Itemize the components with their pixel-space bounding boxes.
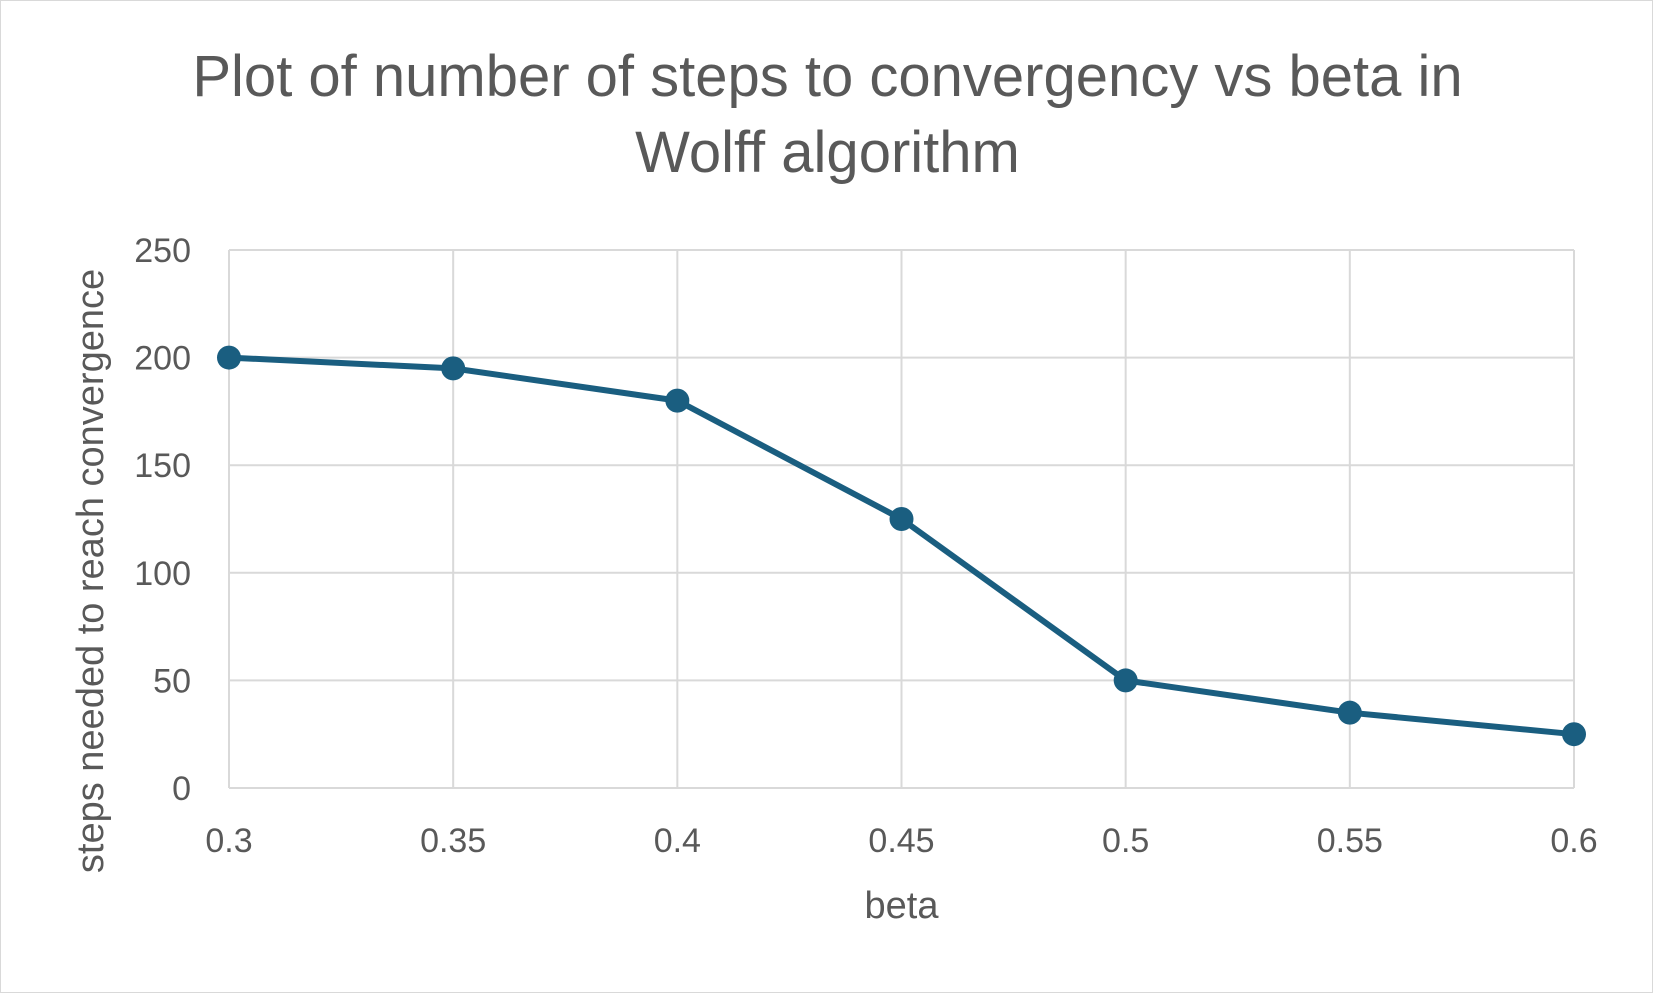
y-tick-label: 250 — [134, 232, 191, 270]
data-point — [217, 345, 241, 370]
data-point — [441, 356, 466, 381]
chart-title: Plot of number of steps to convergency v… — [192, 44, 1463, 185]
data-point — [1113, 668, 1138, 693]
data-point — [665, 388, 690, 413]
data-point — [1562, 722, 1586, 747]
x-axis-tick-labels: 0.3 0.35 0.4 0.45 0.5 0.55 0.6 — [205, 822, 1597, 860]
x-tick-label: 0.55 — [1317, 822, 1383, 860]
series-group — [217, 345, 1586, 747]
x-axis-title: beta — [865, 885, 940, 927]
y-tick-label: 50 — [153, 662, 191, 700]
x-tick-label: 0.45 — [868, 822, 934, 860]
x-tick-label: 0.5 — [1102, 822, 1149, 860]
x-tick-label: 0.35 — [420, 822, 486, 860]
y-tick-label: 200 — [134, 340, 191, 378]
data-point — [889, 507, 914, 531]
y-tick-label: 150 — [134, 447, 191, 485]
x-tick-label: 0.4 — [654, 822, 701, 860]
x-tick-label: 0.6 — [1550, 822, 1597, 860]
x-tick-label: 0.3 — [205, 822, 252, 860]
y-tick-label: 0 — [172, 770, 191, 808]
y-tick-label: 100 — [134, 555, 191, 593]
data-point — [1337, 700, 1362, 725]
y-axis-title: steps needed to reach convergence — [70, 269, 112, 873]
y-axis-tick-labels: 0 50 100 150 200 250 — [134, 232, 191, 808]
